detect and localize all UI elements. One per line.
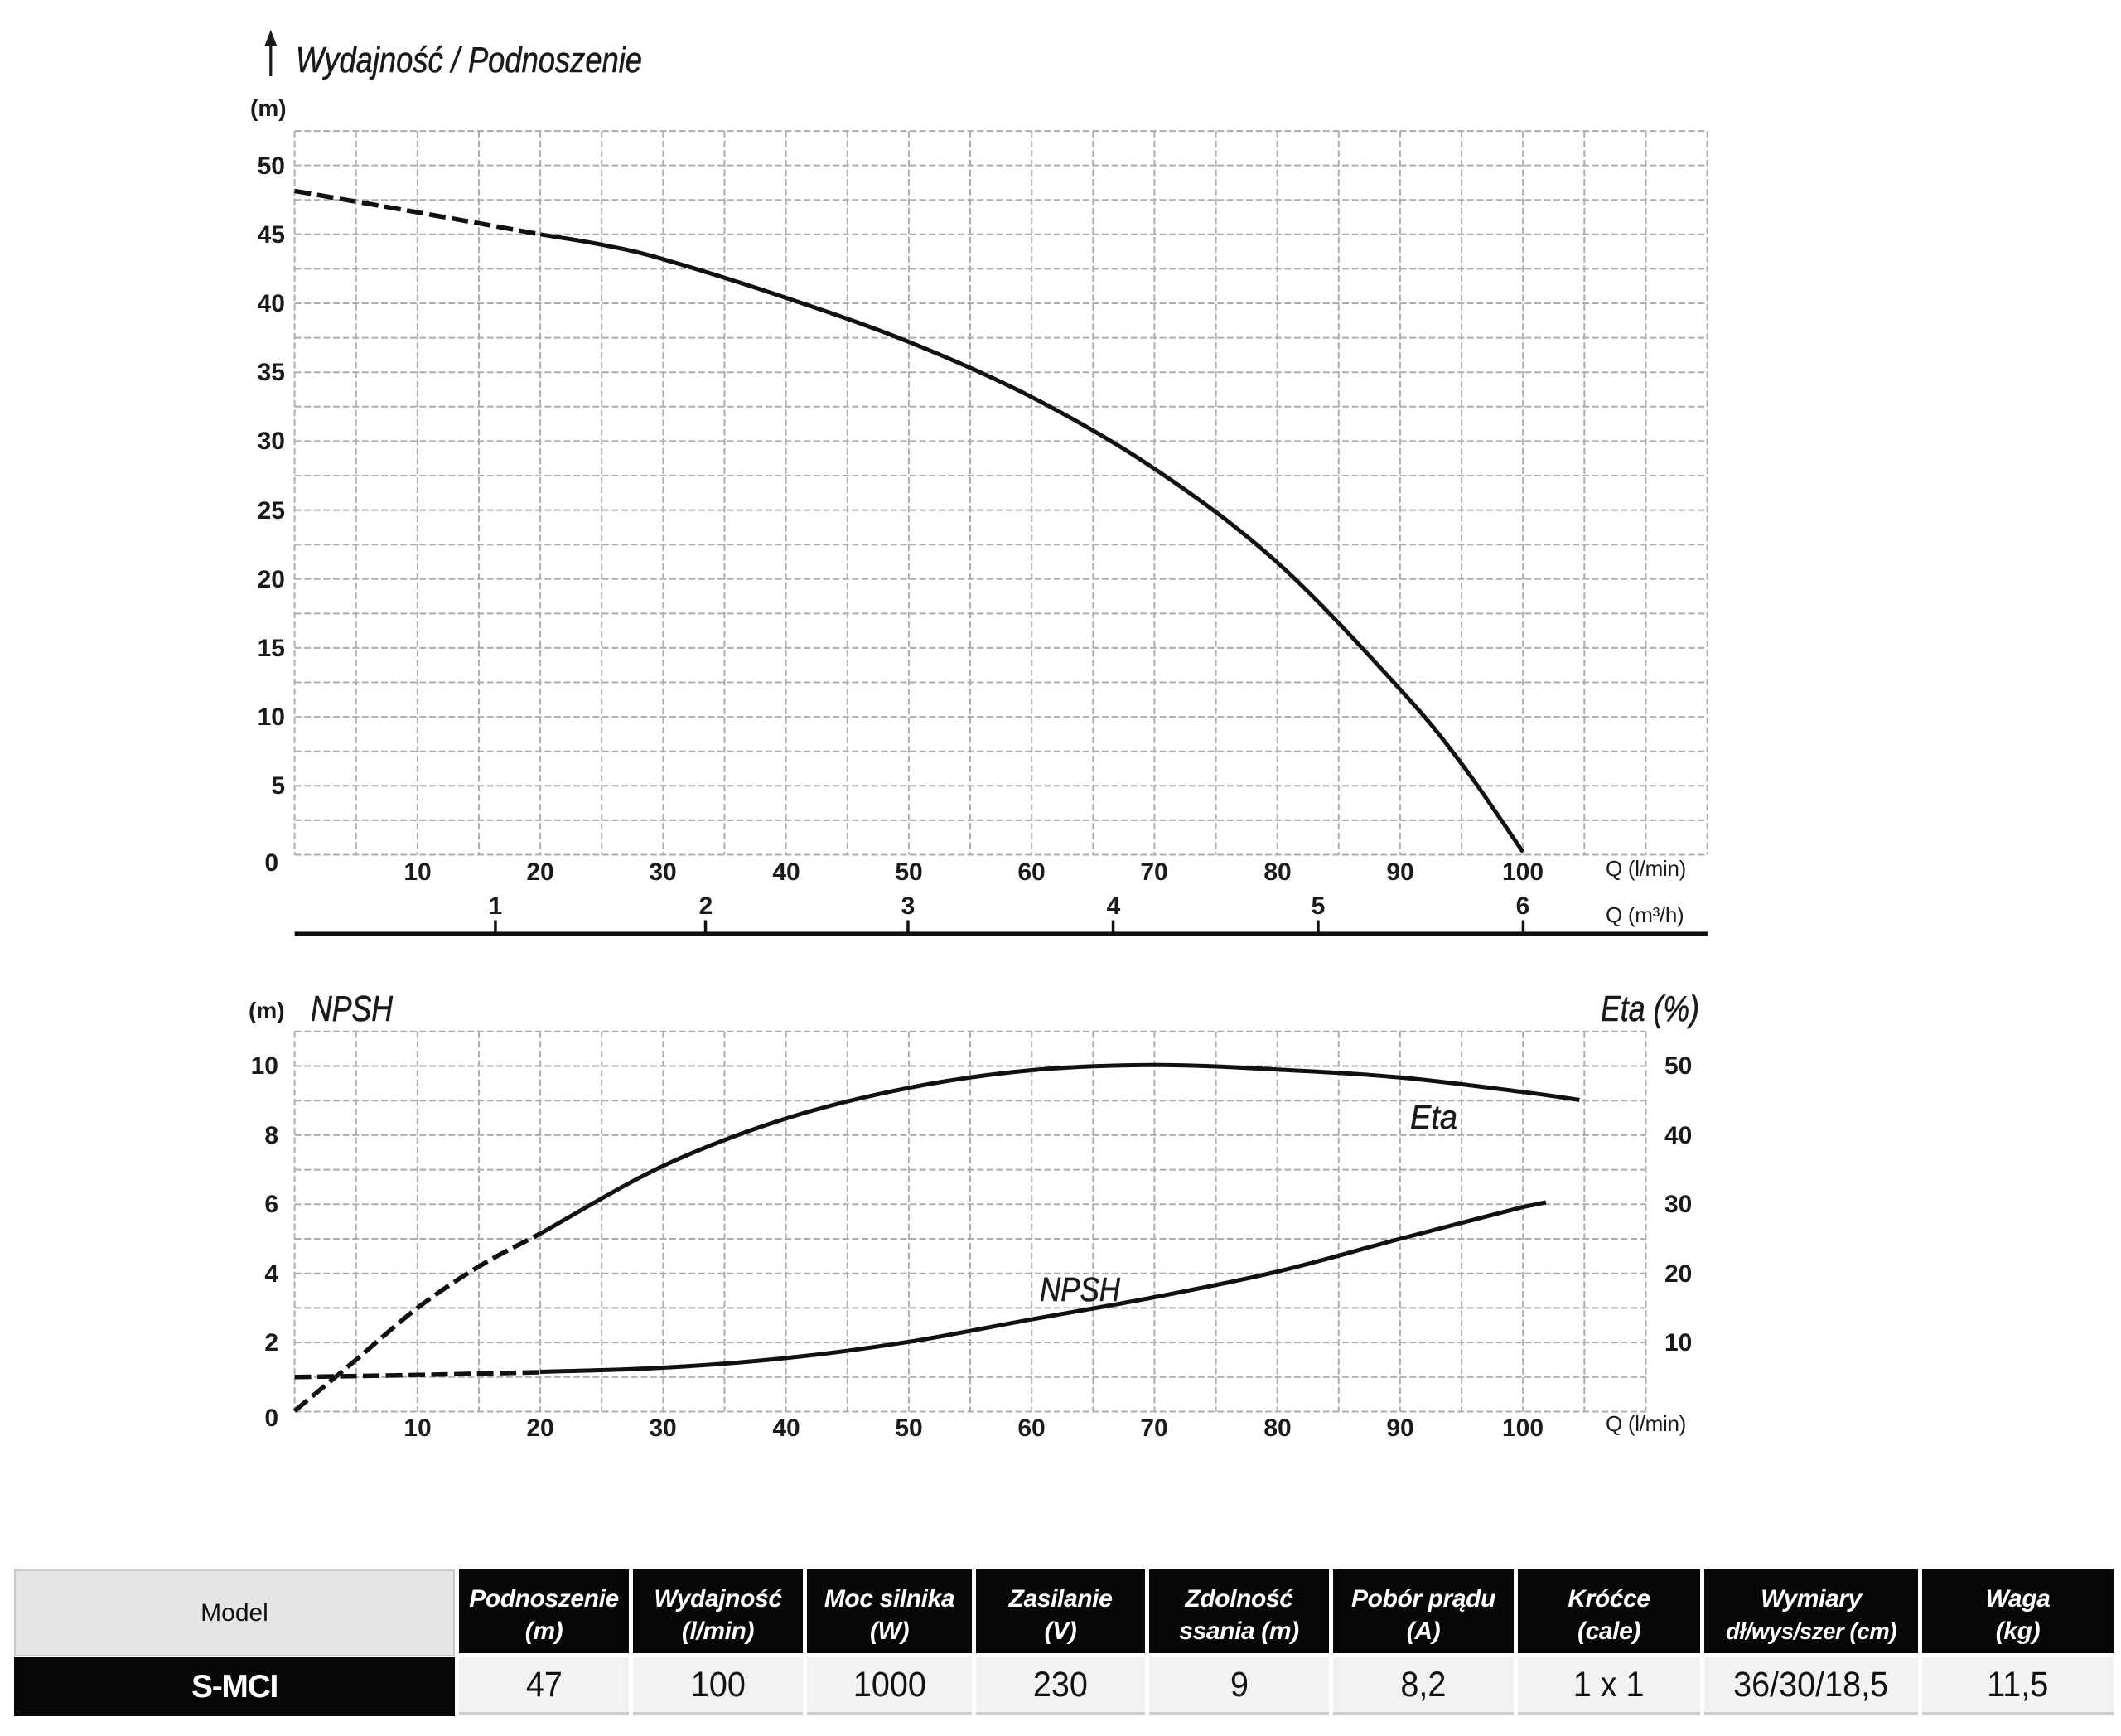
svg-text:35: 35 bbox=[258, 359, 285, 386]
svg-text:0: 0 bbox=[264, 1405, 278, 1432]
svg-text:10: 10 bbox=[1664, 1329, 1692, 1356]
svg-text:Q (l/min): Q (l/min) bbox=[1606, 856, 1686, 881]
svg-text:8: 8 bbox=[264, 1122, 278, 1149]
svg-text:4: 4 bbox=[264, 1260, 278, 1288]
svg-text:80: 80 bbox=[1263, 1414, 1291, 1442]
svg-text:50: 50 bbox=[895, 858, 922, 886]
svg-text:Q (l/min): Q (l/min) bbox=[1606, 1411, 1686, 1436]
svg-text:5: 5 bbox=[271, 772, 285, 800]
svg-text:NPSH: NPSH bbox=[311, 989, 393, 1029]
svg-text:2: 2 bbox=[264, 1329, 278, 1356]
svg-text:6: 6 bbox=[264, 1191, 278, 1218]
svg-text:(m): (m) bbox=[249, 998, 285, 1023]
svg-text:15: 15 bbox=[258, 635, 285, 662]
svg-text:50: 50 bbox=[895, 1414, 922, 1442]
svg-text:25: 25 bbox=[258, 497, 285, 525]
svg-text:70: 70 bbox=[1140, 858, 1167, 886]
svg-text:30: 30 bbox=[258, 428, 285, 455]
svg-text:20: 20 bbox=[1664, 1260, 1692, 1288]
svg-text:30: 30 bbox=[649, 858, 676, 886]
svg-text:70: 70 bbox=[1140, 1414, 1167, 1442]
svg-text:20: 20 bbox=[526, 1414, 553, 1442]
svg-text:(m): (m) bbox=[250, 95, 287, 121]
svg-text:6: 6 bbox=[1516, 892, 1530, 920]
svg-text:20: 20 bbox=[258, 566, 285, 593]
svg-text:2: 2 bbox=[699, 892, 713, 920]
svg-text:1: 1 bbox=[489, 892, 503, 920]
svg-text:10: 10 bbox=[258, 704, 285, 731]
svg-text:40: 40 bbox=[1664, 1122, 1692, 1149]
svg-text:10: 10 bbox=[251, 1052, 278, 1080]
svg-text:3: 3 bbox=[901, 892, 916, 920]
svg-text:Wydajność / Podnoszenie: Wydajność / Podnoszenie bbox=[296, 40, 642, 80]
svg-text:50: 50 bbox=[258, 152, 285, 180]
svg-text:Eta (%): Eta (%) bbox=[1601, 989, 1699, 1029]
svg-text:30: 30 bbox=[1664, 1191, 1692, 1218]
svg-text:90: 90 bbox=[1386, 1414, 1413, 1442]
svg-text:5: 5 bbox=[1312, 892, 1326, 920]
svg-text:60: 60 bbox=[1017, 1414, 1045, 1442]
svg-text:Eta: Eta bbox=[1410, 1098, 1457, 1136]
svg-text:Q (m³/h): Q (m³/h) bbox=[1606, 902, 1684, 927]
svg-text:10: 10 bbox=[403, 858, 431, 886]
svg-text:4: 4 bbox=[1107, 892, 1121, 920]
svg-text:10: 10 bbox=[403, 1414, 431, 1442]
svg-text:40: 40 bbox=[258, 290, 285, 317]
svg-text:40: 40 bbox=[772, 858, 800, 886]
svg-text:100: 100 bbox=[1502, 1414, 1544, 1442]
svg-text:30: 30 bbox=[649, 1414, 676, 1442]
svg-text:90: 90 bbox=[1386, 858, 1413, 886]
svg-text:80: 80 bbox=[1263, 858, 1291, 886]
svg-text:40: 40 bbox=[772, 1414, 800, 1442]
svg-text:0: 0 bbox=[264, 849, 278, 877]
svg-text:50: 50 bbox=[1664, 1052, 1692, 1080]
svg-text:45: 45 bbox=[258, 221, 285, 249]
svg-text:60: 60 bbox=[1017, 858, 1045, 886]
svg-text:20: 20 bbox=[526, 858, 553, 886]
svg-text:100: 100 bbox=[1502, 858, 1544, 886]
svg-text:NPSH: NPSH bbox=[1040, 1270, 1120, 1308]
